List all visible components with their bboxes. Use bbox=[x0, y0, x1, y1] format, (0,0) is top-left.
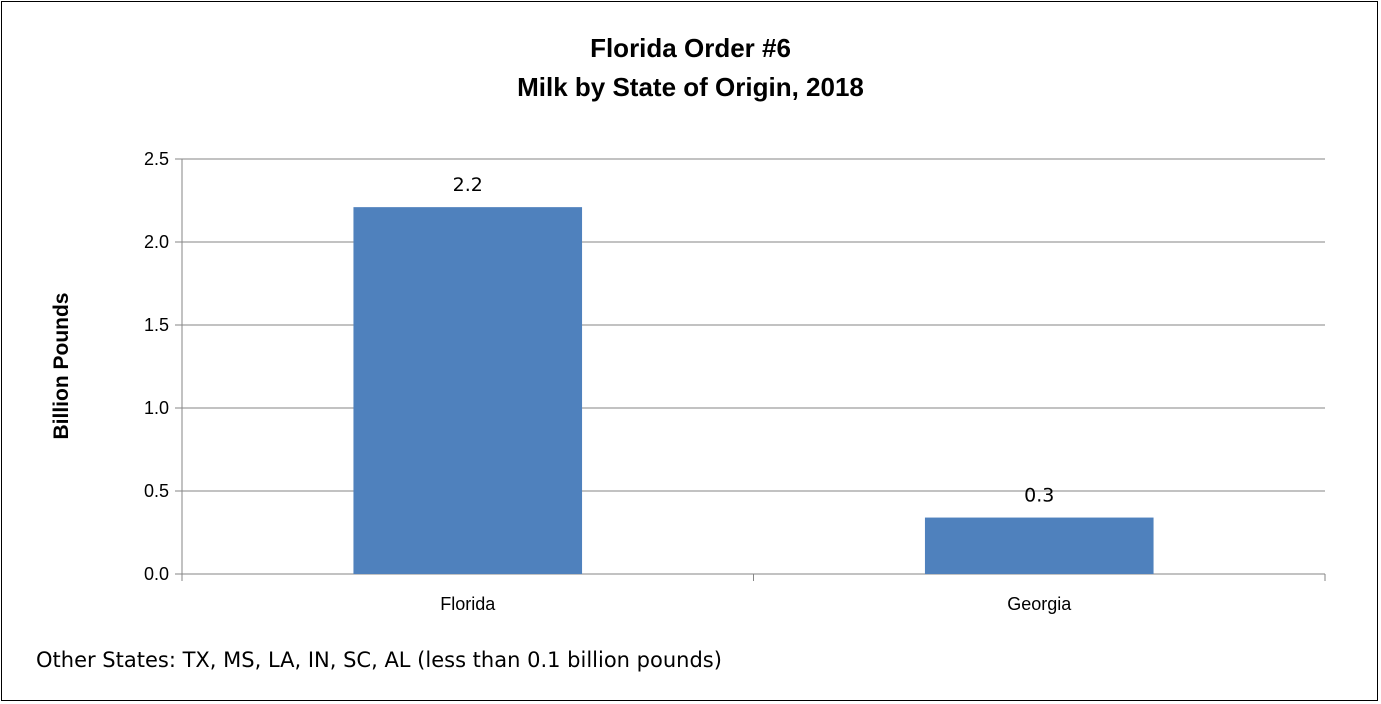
y-axis-title: Billion Pounds bbox=[50, 293, 73, 440]
y-tick-label: 1.0 bbox=[144, 398, 169, 418]
y-tick-label: 0.5 bbox=[144, 481, 169, 501]
y-tick-label: 0.0 bbox=[144, 564, 169, 584]
data-label: 2.2 bbox=[453, 174, 483, 196]
bar-georgia bbox=[924, 517, 1154, 574]
y-tick-label: 2.0 bbox=[144, 232, 169, 252]
data-label: 0.3 bbox=[1024, 485, 1054, 507]
footnote: Other States: TX, MS, LA, IN, SC, AL (le… bbox=[36, 648, 722, 672]
y-tick-label: 1.5 bbox=[144, 315, 169, 335]
chart-title: Florida Order #6 bbox=[590, 33, 791, 63]
chart-subtitle: Milk by State of Origin, 2018 bbox=[517, 72, 864, 102]
x-category-label: Florida bbox=[440, 594, 496, 614]
y-tick-label: 2.5 bbox=[144, 149, 169, 169]
x-category-label: Georgia bbox=[1007, 594, 1072, 614]
bars bbox=[353, 207, 1154, 574]
bar-florida bbox=[353, 207, 583, 574]
labels: 2.2 Florida 0.3 Georgia bbox=[440, 174, 1072, 614]
